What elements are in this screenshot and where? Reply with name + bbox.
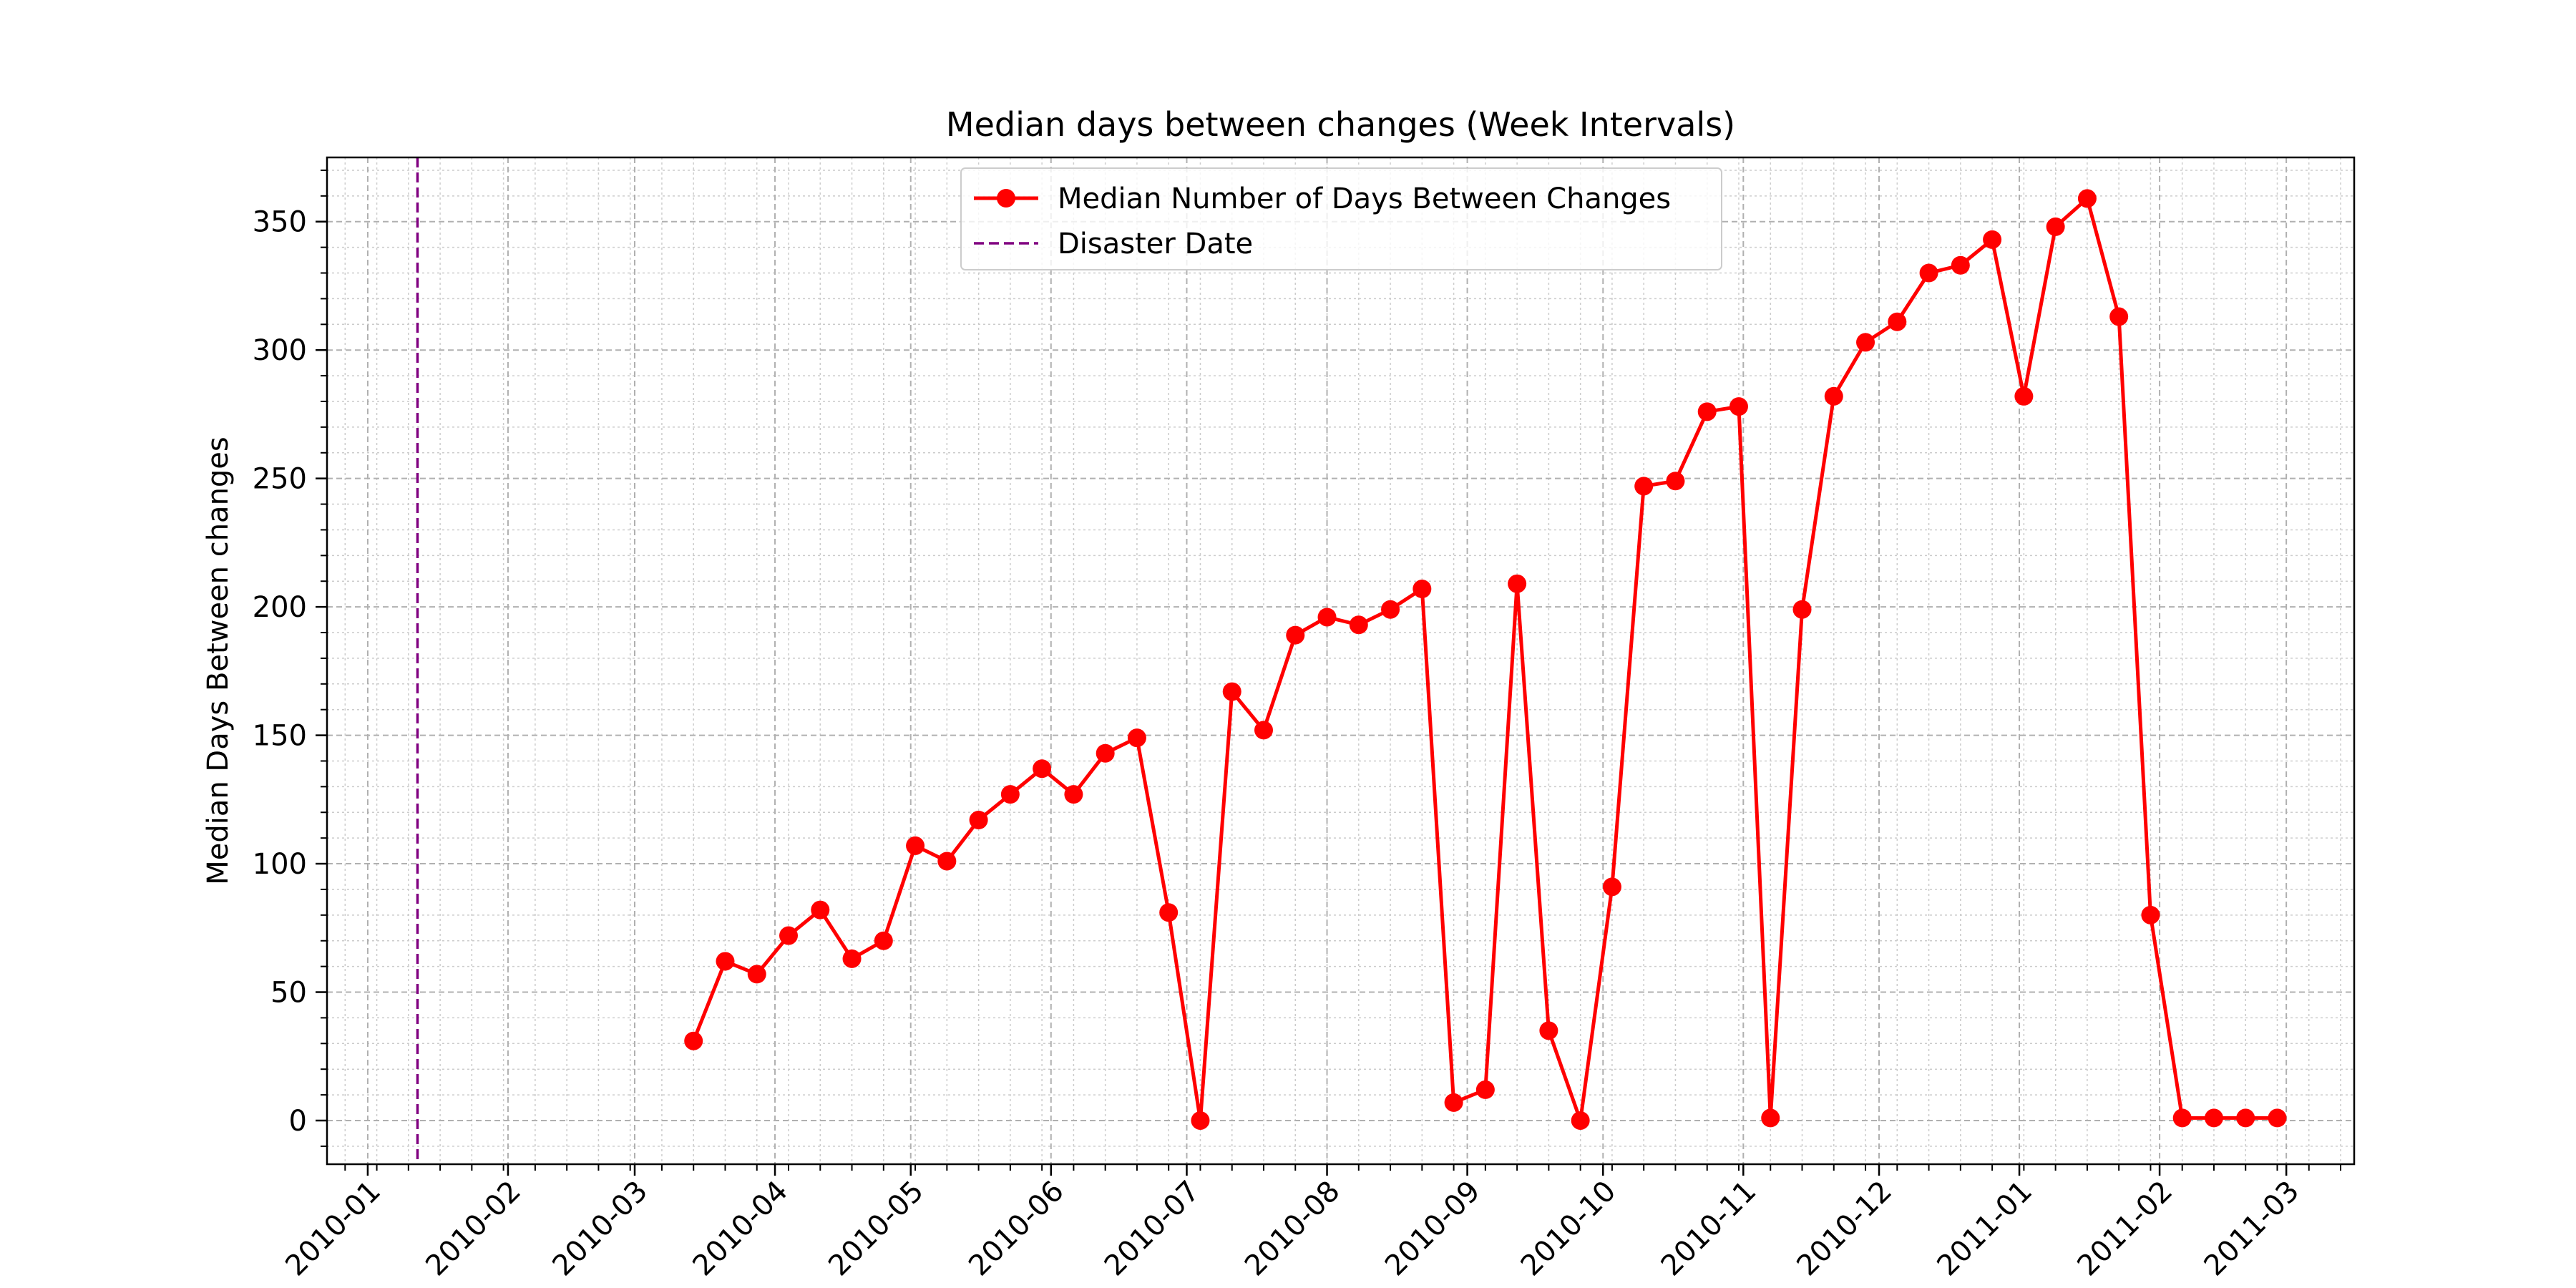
data-point [1191, 1111, 1210, 1130]
y-tick-label: 150 [253, 720, 307, 753]
data-point [779, 926, 799, 945]
data-point [1475, 1080, 1495, 1099]
legend: Median Number of Days Between Changes Di… [960, 167, 1722, 270]
data-point [2268, 1108, 2287, 1128]
data-point [1349, 615, 1368, 635]
data-point [2141, 905, 2160, 924]
data-point [1539, 1021, 1558, 1040]
y-tick-label: 200 [253, 591, 307, 624]
chart-title: Median days between changes (Week Interv… [946, 105, 1735, 144]
data-point [1824, 386, 1843, 406]
legend-box [960, 167, 1722, 270]
data-point [1381, 600, 1400, 619]
data-point [1729, 397, 1748, 416]
data-point [1444, 1093, 1463, 1112]
data-point [1222, 682, 1241, 701]
data-point [874, 931, 893, 950]
data-point [2109, 307, 2129, 326]
data-point [842, 949, 862, 968]
data-point [1508, 574, 1527, 593]
data-point [1096, 743, 1115, 763]
data-point [1919, 263, 1938, 283]
y-tick-label: 250 [253, 463, 307, 496]
data-point [2077, 189, 2097, 208]
legend-label-median: Median Number of Days Between Changes [1058, 182, 1671, 215]
plot-area-frame [326, 156, 2356, 1166]
y-tick-label: 50 [270, 977, 307, 1010]
data-point [906, 836, 925, 855]
data-point [1634, 477, 1654, 496]
data-point [1286, 625, 1305, 645]
data-point [716, 952, 735, 971]
data-point [1792, 600, 1812, 619]
data-point [1317, 608, 1337, 627]
data-point [1951, 255, 1970, 275]
data-point [1571, 1111, 1590, 1130]
data-point [1602, 877, 1621, 897]
y-tick-label: 0 [289, 1105, 307, 1138]
data-point [1666, 472, 1685, 491]
data-point [1159, 903, 1179, 922]
data-point [2204, 1108, 2223, 1128]
y-tick-label: 350 [253, 206, 307, 239]
data-point [1983, 230, 2002, 249]
y-tick-label: 300 [253, 334, 307, 367]
data-point [684, 1031, 703, 1050]
y-axis-label: Median Days Between changes [202, 436, 235, 885]
data-point [1697, 402, 1717, 421]
data-point [937, 852, 957, 871]
data-point [1413, 580, 1432, 598]
series-layer [684, 189, 2287, 1130]
data-point [1064, 785, 1083, 804]
data-point [1000, 785, 1020, 804]
data-point [2172, 1108, 2192, 1128]
data-point [1888, 312, 1907, 331]
data-point [811, 900, 830, 919]
data-point [747, 965, 766, 984]
data-point [1761, 1108, 1780, 1128]
major-grid [327, 157, 2354, 1164]
data-point [2236, 1108, 2255, 1128]
data-point [1856, 333, 1875, 352]
data-point [2046, 217, 2065, 236]
legend-label-disaster: Disaster Date [1058, 228, 1253, 260]
data-point [2014, 386, 2034, 406]
data-point [969, 811, 988, 830]
data-point [1033, 759, 1052, 779]
data-point [1127, 728, 1146, 748]
y-tick-label: 100 [253, 848, 307, 881]
data-point [1254, 721, 1273, 740]
legend-marker-median [997, 189, 1015, 208]
